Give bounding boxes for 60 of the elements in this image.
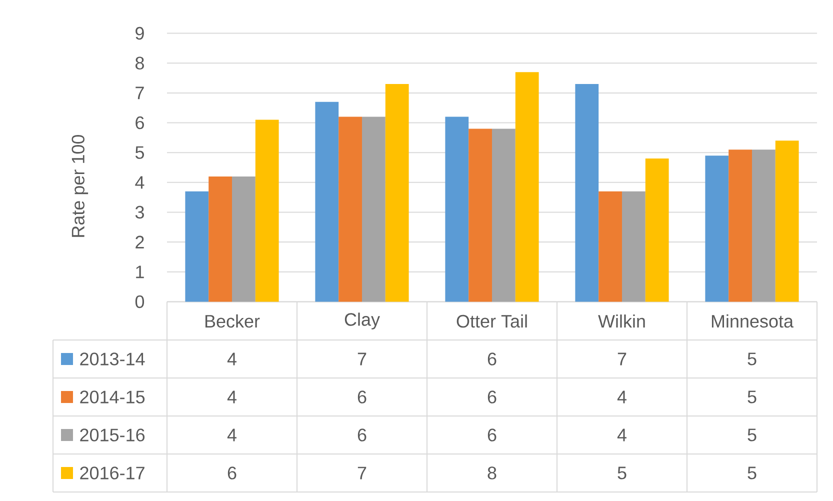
legend-label: 2015-16 xyxy=(80,428,145,442)
bar xyxy=(598,191,622,302)
bar xyxy=(208,176,232,302)
bar xyxy=(492,128,516,302)
data-label: 6 xyxy=(358,428,366,442)
data-label: 4 xyxy=(617,390,626,404)
data-label: 5 xyxy=(748,466,756,480)
data-label: 4 xyxy=(227,352,236,366)
bar xyxy=(338,116,362,302)
bar xyxy=(622,191,646,302)
y-tick-label: 7 xyxy=(136,86,144,100)
bar xyxy=(255,120,279,302)
x-tick-label: Clay xyxy=(344,312,380,330)
x-tick-label: Minnesota xyxy=(712,314,794,328)
data-label: 6 xyxy=(488,428,496,442)
bar xyxy=(752,150,776,302)
y-axis-title: Rate per 100 xyxy=(72,134,88,237)
bar xyxy=(445,116,469,302)
bar xyxy=(645,158,669,302)
x-tick-label: Wilkin xyxy=(598,314,645,328)
y-tick-label: 5 xyxy=(135,146,144,159)
data-label: 5 xyxy=(618,466,626,480)
bar xyxy=(385,84,409,302)
data-label: 7 xyxy=(358,352,366,366)
bar xyxy=(185,191,209,302)
y-tick-label: 1 xyxy=(136,266,144,278)
x-tick-label: Otter Tail xyxy=(456,314,527,328)
legend-label: 2014-15 xyxy=(80,390,145,404)
bar xyxy=(362,116,386,302)
bar xyxy=(705,156,729,302)
bar xyxy=(515,72,539,302)
bar xyxy=(775,140,799,302)
data-label: 4 xyxy=(227,428,236,442)
bar xyxy=(315,102,339,302)
data-label: 6 xyxy=(228,466,236,480)
data-label: 8 xyxy=(488,466,496,480)
data-label: 4 xyxy=(617,428,626,442)
data-label: 6 xyxy=(488,352,496,366)
y-tick-label: 8 xyxy=(135,56,144,70)
bar xyxy=(728,150,752,302)
data-label: 5 xyxy=(748,428,756,442)
y-tick-label: 4 xyxy=(135,176,144,189)
y-tick-label: 9 xyxy=(136,26,144,40)
y-tick-label: 2 xyxy=(136,236,144,248)
data-label: 6 xyxy=(488,390,496,404)
x-tick-label: Becker xyxy=(205,314,260,328)
data-label: 5 xyxy=(748,390,756,404)
data-label: 7 xyxy=(618,352,626,366)
y-tick-label: 3 xyxy=(135,206,144,219)
data-label: 7 xyxy=(358,466,366,480)
bar xyxy=(575,84,599,302)
bar xyxy=(232,176,256,302)
bar xyxy=(468,128,492,302)
y-tick-label: 0 xyxy=(135,295,144,308)
data-label: 6 xyxy=(358,390,366,404)
data-label: 5 xyxy=(748,352,756,366)
data-label: 4 xyxy=(227,390,236,404)
y-tick-label: 6 xyxy=(136,116,144,130)
legend-label: 2013-14 xyxy=(80,352,145,366)
legend-label: 2016-17 xyxy=(80,466,144,480)
